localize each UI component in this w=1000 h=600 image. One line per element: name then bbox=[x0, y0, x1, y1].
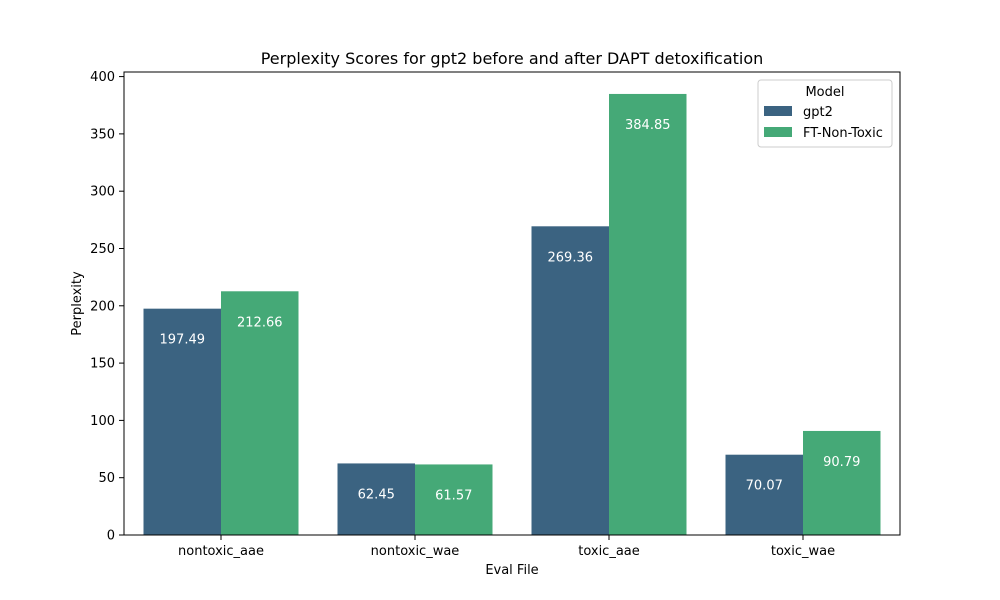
y-tick-label: 200 bbox=[90, 299, 115, 314]
y-tick-label: 300 bbox=[90, 185, 115, 200]
y-tick-label: 250 bbox=[90, 242, 115, 257]
bar-ft-non-toxic-toxic-wae bbox=[803, 430, 881, 535]
bar-data-label: 384.85 bbox=[625, 118, 671, 133]
legend-swatch-ft-non-toxic bbox=[764, 127, 792, 137]
x-tick-label: toxic_aae bbox=[578, 544, 640, 559]
legend-title: Model bbox=[805, 85, 844, 100]
legend-label: gpt2 bbox=[803, 105, 833, 120]
bars-group bbox=[143, 93, 881, 535]
plot-frame bbox=[123, 71, 901, 536]
bar-gpt2-toxic-wae bbox=[725, 454, 803, 535]
bar-data-label: 70.07 bbox=[746, 479, 783, 494]
bar-labels-group: 197.49 62.45 269.36 70.07 212.66 61.57 384.85 9… bbox=[160, 118, 861, 503]
bar-data-label: 212.66 bbox=[237, 315, 283, 330]
y-tick-label: 100 bbox=[90, 414, 115, 429]
legend: Model gpt2 FT-Non-Toxic bbox=[757, 79, 893, 148]
bar-ft-non-toxic-nontoxic-wae bbox=[415, 464, 493, 535]
x-tick-label: nontoxic_wae bbox=[371, 544, 460, 559]
y-axis: 0 50 100 150 200 250 300 350 400 bbox=[90, 70, 124, 544]
bar-data-label: 197.49 bbox=[160, 333, 206, 348]
y-tick-label: 150 bbox=[90, 357, 115, 372]
bar-gpt2-nontoxic-wae bbox=[337, 463, 415, 535]
y-tick-label: 50 bbox=[98, 471, 115, 486]
x-axis: nontoxic_aae nontoxic_wae toxic_aae toxic_w… bbox=[178, 535, 835, 559]
bar-data-label: 61.57 bbox=[435, 488, 472, 503]
legend-swatch-gpt2 bbox=[764, 106, 792, 116]
legend-label: FT-Non-Toxic bbox=[803, 126, 883, 141]
bar-ft-non-toxic-toxic-aae bbox=[609, 93, 687, 535]
y-axis-title: Perplexity bbox=[70, 271, 85, 336]
bar-data-label: 62.45 bbox=[358, 487, 395, 502]
y-tick-label: 0 bbox=[107, 529, 115, 544]
x-tick-label: toxic_wae bbox=[771, 544, 835, 559]
bar-gpt2-nontoxic-aae bbox=[143, 308, 221, 535]
x-axis-title: Eval File bbox=[485, 563, 538, 578]
bar-data-label: 90.79 bbox=[823, 455, 860, 470]
bar-data-label: 269.36 bbox=[548, 250, 594, 265]
chart-title: Perplexity Scores for gpt2 before and af… bbox=[261, 49, 764, 68]
bar-ft-non-toxic-nontoxic-aae bbox=[221, 291, 299, 535]
y-tick-label: 400 bbox=[90, 70, 115, 85]
legend-items: gpt2 FT-Non-Toxic bbox=[764, 105, 883, 141]
x-tick-label: nontoxic_aae bbox=[178, 544, 264, 559]
bar-gpt2-toxic-aae bbox=[531, 226, 609, 535]
y-tick-label: 350 bbox=[90, 127, 115, 142]
